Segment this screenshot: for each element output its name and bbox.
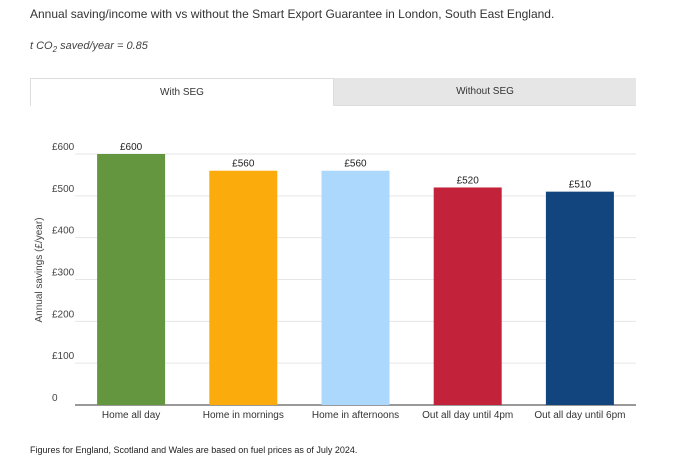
x-tick-label: Home in mornings [203, 410, 284, 421]
y-tick-label: £400 [52, 226, 75, 237]
data-label: £520 [457, 175, 480, 186]
y-tick-label: 0 [52, 393, 58, 404]
bar[interactable] [433, 187, 502, 405]
y-tick-label: £600 [52, 142, 75, 153]
y-tick-label: £500 [52, 184, 75, 195]
chart-title: Annual saving/income with vs without the… [30, 7, 555, 21]
y-tick-label: £200 [52, 309, 75, 320]
bar[interactable] [545, 191, 614, 405]
x-tick-label: Home in afternoons [312, 410, 399, 421]
tab-bar: With SEG Without SEG [30, 78, 636, 106]
bar[interactable] [97, 154, 166, 405]
y-axis-ticks: 0 £100 £200 £300 £400 £500 £600 [52, 142, 75, 404]
x-tick-label: Out all day until 4pm [422, 410, 513, 421]
x-tick-label: Home all day [102, 410, 160, 421]
data-labels: £600 £560 £560 £520 £510 [120, 142, 591, 191]
data-label: £560 [232, 159, 255, 170]
bar-chart: 0 £100 £200 £300 £400 £500 £600 £600 £560 £560 £5… [34, 142, 636, 421]
y-tick-label: £300 [52, 268, 75, 279]
x-tick-label: Out all day until 6pm [534, 410, 625, 421]
bars [97, 154, 614, 405]
y-tick-label: £100 [52, 351, 75, 362]
data-label: £560 [344, 159, 367, 170]
tab-with-seg[interactable]: With SEG [30, 78, 334, 106]
data-label: £510 [569, 180, 592, 191]
tab-without-seg[interactable]: Without SEG [334, 78, 636, 106]
footnote: Figures for England, Scotland and Wales … [30, 445, 358, 455]
y-axis-label: Annual savings (£/year) [34, 217, 45, 322]
chart-subtitle: t CO2 saved/year = 0.85 [30, 40, 148, 55]
bar[interactable] [209, 170, 278, 405]
data-label: £600 [120, 142, 143, 153]
bar[interactable] [321, 170, 390, 405]
x-axis-ticks: Home all day Home in mornings Home in afte… [102, 410, 626, 421]
